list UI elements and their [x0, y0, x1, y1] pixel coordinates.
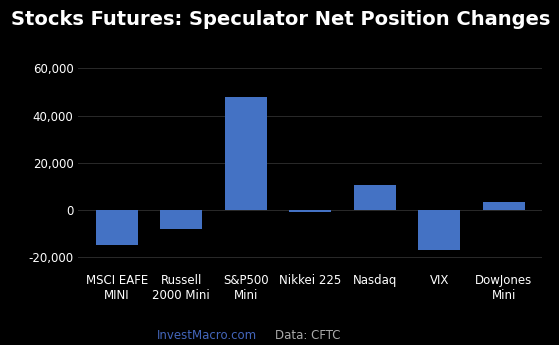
Bar — [225, 97, 267, 210]
Bar — [482, 202, 524, 210]
Bar — [96, 210, 138, 246]
Bar — [354, 185, 396, 210]
Text: Data: CFTC: Data: CFTC — [274, 328, 340, 342]
Bar — [418, 210, 460, 250]
Text: InvestMacro.com: InvestMacro.com — [157, 328, 257, 342]
Bar — [160, 210, 202, 229]
Text: Stocks Futures: Speculator Net Position Changes: Stocks Futures: Speculator Net Position … — [11, 10, 551, 29]
Bar — [290, 210, 331, 213]
